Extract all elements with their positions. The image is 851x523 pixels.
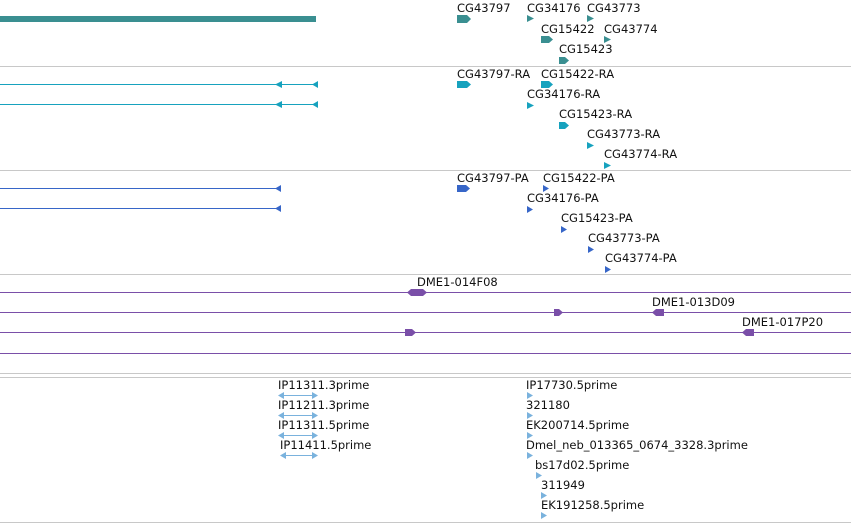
est-label-321180[interactable]: 321180	[526, 398, 570, 412]
clone-feature-dme1-013d09[interactable]	[652, 309, 664, 316]
protein-line[interactable]	[0, 208, 280, 209]
est-label-ip11411-5prime[interactable]: IP11411.5prime	[280, 438, 372, 452]
gene-label-cg15423[interactable]: CG15423	[559, 42, 613, 56]
protein-feature-cg15423-pa[interactable]	[561, 226, 567, 233]
est-label-ip17730-5prime[interactable]: IP17730.5prime	[526, 378, 618, 392]
est-track: IP11311.3prime IP11211.3prime IP11311.5p…	[0, 378, 851, 523]
est-label-bs17d02-5prime[interactable]: bs17d02.5prime	[535, 458, 630, 472]
track-separator	[0, 170, 851, 171]
clone-line[interactable]	[0, 353, 851, 354]
clone-line-dme1-013d09[interactable]	[0, 312, 851, 313]
mrna-arrow-left-icon	[312, 81, 318, 88]
est-feature-bs17d02-5prime[interactable]	[536, 472, 542, 479]
mrna-transcript-line[interactable]	[0, 104, 318, 105]
est-feature-ip17730-5prime[interactable]	[527, 392, 533, 399]
track-separator	[0, 377, 851, 378]
protein-label-cg43774-pa[interactable]: CG43774-PA	[605, 251, 677, 265]
protein-arrow-left-icon	[275, 205, 281, 212]
gene-label-cg43773[interactable]: CG43773	[587, 1, 641, 15]
mrna-feature-cg15422-ra[interactable]	[541, 81, 553, 88]
gene-label-cg43774[interactable]: CG43774	[604, 22, 658, 36]
protein-label-cg34176-pa[interactable]: CG34176-PA	[527, 191, 599, 205]
gene-feature-cg34176[interactable]	[527, 15, 534, 22]
clone-arrow-right-icon	[554, 309, 563, 316]
gene-feature-bar[interactable]	[0, 16, 316, 22]
est-feature-ek191258-5prime[interactable]	[541, 512, 547, 519]
est-label-ek200714-5prime[interactable]: EK200714.5prime	[526, 418, 630, 432]
est-label-dmel-neb-013365[interactable]: Dmel_neb_013365_0674_3328.3prime	[526, 438, 748, 452]
est-label-ip11211-3prime[interactable]: IP11211.3prime	[278, 398, 370, 412]
gene-label-cg34176[interactable]: CG34176	[527, 1, 581, 15]
protein-feature-cg15422-pa[interactable]	[543, 185, 549, 192]
gene-feature-cg15422[interactable]	[541, 36, 553, 43]
mrna-arrow-left-icon	[312, 101, 318, 108]
est-feature-ek200714-5prime[interactable]	[527, 432, 533, 439]
protein-feature-cg34176-pa[interactable]	[527, 206, 533, 213]
est-feature-ip11311-3prime[interactable]	[278, 392, 318, 399]
clone-track: DME1-014F08 DME1-013D09 DME1-017P20	[0, 275, 851, 375]
est-feature-321180[interactable]	[527, 412, 533, 419]
protein-arrow-left-icon	[275, 185, 281, 192]
clone-line-dme1-017p20[interactable]	[0, 332, 851, 333]
mrna-track: CG43797-RA CG15422-RA CG34176-RA CG15423…	[0, 67, 851, 170]
gene-feature-cg15423[interactable]	[559, 57, 569, 64]
gene-feature-cg43797[interactable]	[457, 15, 471, 23]
est-feature-311949[interactable]	[541, 492, 547, 499]
protein-label-cg15423-pa[interactable]: CG15423-PA	[561, 211, 633, 225]
gene-feature-cg43773[interactable]	[587, 15, 594, 22]
clone-label-dme1-017p20[interactable]: DME1-017P20	[742, 315, 824, 329]
protein-line[interactable]	[0, 188, 280, 189]
mrna-label-cg43797-ra[interactable]: CG43797-RA	[457, 67, 531, 81]
mrna-feature-cg15423-ra[interactable]	[559, 122, 569, 129]
track-separator	[0, 274, 851, 275]
protein-feature-cg43774-pa[interactable]	[605, 266, 611, 273]
protein-track: CG43797-PA CG15422-PA CG34176-PA CG15423…	[0, 171, 851, 274]
gene-label-cg43797[interactable]: CG43797	[457, 1, 511, 15]
track-separator	[0, 373, 851, 374]
mrna-label-cg43773-ra[interactable]: CG43773-RA	[587, 127, 661, 141]
mrna-label-cg15423-ra[interactable]: CG15423-RA	[559, 107, 633, 121]
mrna-transcript-line[interactable]	[0, 84, 318, 85]
mrna-arrow-left-icon	[275, 101, 282, 108]
mrna-label-cg43774-ra[interactable]: CG43774-RA	[604, 147, 678, 161]
protein-label-cg43797-pa[interactable]: CG43797-PA	[457, 171, 529, 185]
protein-feature-cg43773-pa[interactable]	[588, 246, 594, 253]
mrna-feature-cg34176-ra[interactable]	[527, 102, 534, 109]
protein-label-cg15422-pa[interactable]: CG15422-PA	[543, 171, 615, 185]
clone-feature-dme1-017p20[interactable]	[742, 329, 754, 336]
track-separator	[0, 66, 851, 67]
gene-feature-cg43774[interactable]	[604, 36, 611, 43]
gene-track: CG43797 CG34176 CG43773 CG15422 CG43774 …	[0, 0, 851, 66]
est-feature-ip11311-5prime[interactable]	[278, 432, 318, 439]
gene-label-cg15422[interactable]: CG15422	[541, 22, 595, 36]
protein-feature-cg43797-pa[interactable]	[457, 185, 470, 192]
clone-feature-dme1-014f08[interactable]	[407, 289, 427, 296]
mrna-label-cg15422-ra[interactable]: CG15422-RA	[541, 67, 615, 81]
est-label-ip11311-5prime[interactable]: IP11311.5prime	[278, 418, 370, 432]
est-label-ip11311-3prime[interactable]: IP11311.3prime	[278, 378, 370, 392]
mrna-label-cg34176-ra[interactable]: CG34176-RA	[527, 87, 601, 101]
clone-label-dme1-013d09[interactable]: DME1-013D09	[652, 295, 735, 309]
clone-label-dme1-014f08[interactable]: DME1-014F08	[417, 275, 498, 289]
mrna-feature-cg43797-ra[interactable]	[457, 81, 471, 88]
est-label-ek191258-5prime[interactable]: EK191258.5prime	[541, 498, 645, 512]
est-feature-ip11411-5prime[interactable]	[280, 452, 318, 459]
mrna-arrow-left-icon	[275, 81, 282, 88]
mrna-feature-cg43774-ra[interactable]	[604, 162, 611, 169]
est-feature-dmel-neb-013365[interactable]	[527, 452, 533, 459]
mrna-feature-cg43773-ra[interactable]	[587, 142, 594, 149]
protein-label-cg43773-pa[interactable]: CG43773-PA	[588, 231, 660, 245]
clone-arrow-right-icon	[405, 329, 416, 336]
est-feature-ip11211-3prime[interactable]	[278, 412, 318, 419]
est-label-311949[interactable]: 311949	[541, 478, 585, 492]
